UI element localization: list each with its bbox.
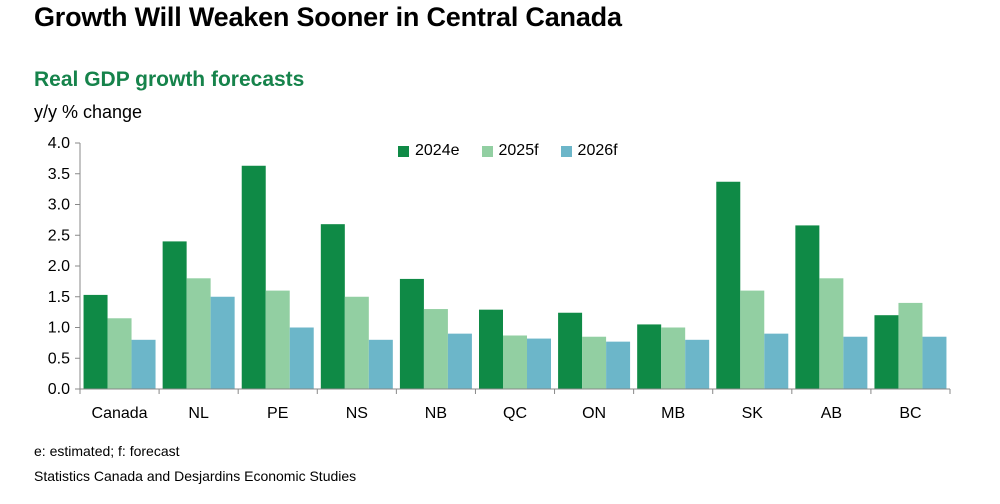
bar-2025f-ns (344, 296, 369, 389)
bar-2026f-bc (922, 336, 947, 389)
bar-2026f-ns (368, 339, 393, 389)
bar-2025f-sk (740, 290, 765, 389)
y-axis-label: y/y % change (34, 102, 143, 122)
estimate-note: e: estimated; f: forecast (34, 443, 180, 459)
legend-label-2025f: 2025f (498, 142, 539, 159)
bar-2025f-nl (186, 278, 211, 389)
x-tick-label: NL (188, 405, 209, 422)
legend-label-2024e: 2024e (415, 142, 460, 159)
chart-subtitle: Real GDP growth forecasts (34, 68, 305, 91)
bar-2026f-sk (764, 333, 789, 389)
x-tick-label: QC (503, 405, 527, 422)
legend-swatch-2024e (398, 145, 409, 157)
bar-2025f-mb (661, 327, 686, 389)
legend-item-2025f: 2025f (481, 142, 539, 160)
bar-2024e-sk (716, 181, 741, 389)
bar-2026f-mb (685, 339, 710, 389)
bar-2024e-ab (795, 225, 820, 389)
legend-label-2026f: 2026f (577, 142, 618, 159)
x-tick-label: NS (346, 405, 368, 422)
bar-2025f-nb (423, 309, 448, 389)
y-tick-label: 1.0 (48, 320, 70, 337)
y-tick-label: 3.0 (48, 197, 70, 214)
bar-2024e-qc (479, 309, 503, 389)
x-tick-label: AB (821, 405, 842, 422)
bar-2026f-qc (527, 338, 551, 389)
bar-2025f-bc (898, 302, 923, 389)
legend-swatch-2025f (481, 145, 493, 157)
bar-2026f-ab (843, 336, 868, 389)
x-tick-label: ON (582, 405, 606, 422)
bar-2024e-on (558, 312, 583, 389)
bar-2024e-nl (162, 241, 187, 389)
bar-2024e-pe (241, 165, 266, 389)
x-tick-label: SK (742, 405, 764, 422)
bar-2024e-bc (874, 315, 899, 389)
bar-2026f-nl (210, 296, 235, 389)
y-tick-label: 0.5 (48, 350, 70, 367)
y-tick-label: 2.0 (48, 258, 70, 275)
bar-2025f-pe (265, 290, 290, 389)
source-note: Statistics Canada and Desjardins Economi… (34, 468, 357, 484)
y-tick-label: 4.0 (48, 135, 70, 152)
y-tick-label: 3.5 (48, 166, 70, 183)
bar-2024e-ns (320, 224, 345, 389)
bar-2024e-mb (637, 324, 662, 389)
bar-2026f-pe (289, 327, 314, 389)
chart-title: Growth Will Weaken Sooner in Central Can… (34, 2, 622, 32)
bar-2026f-nb (447, 333, 472, 389)
legend-swatch-2026f (560, 145, 572, 157)
x-tick-label: MB (661, 405, 685, 422)
y-tick-label: 0.0 (48, 381, 70, 398)
legend: 2024e 2025f 2026f (398, 142, 618, 160)
bar-2026f-canada (131, 339, 156, 389)
x-tick-label: NB (425, 405, 447, 422)
bar-2025f-on (582, 336, 607, 389)
legend-item-2024e: 2024e (398, 142, 460, 160)
y-tick-label: 1.5 (48, 289, 70, 306)
legend-item-2026f: 2026f (560, 142, 618, 160)
x-tick-label: BC (899, 405, 921, 422)
x-tick-label: Canada (92, 405, 148, 422)
bar-2024e-canada (83, 294, 108, 389)
bar-2025f-canada (107, 318, 132, 389)
bar-2025f-ab (819, 278, 844, 389)
x-tick-label: PE (267, 405, 288, 422)
bar-2024e-nb (399, 278, 424, 389)
bar-2026f-on (606, 341, 631, 389)
y-tick-label: 2.5 (48, 227, 70, 244)
bar-2025f-qc (503, 335, 527, 389)
